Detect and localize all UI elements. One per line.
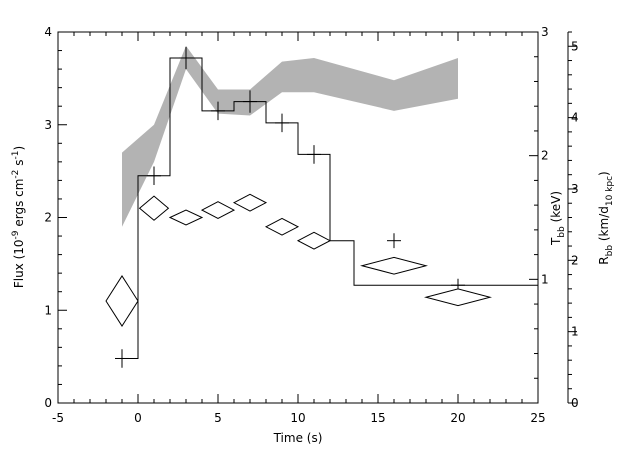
right-inner-tick-label: 3 <box>541 25 549 39</box>
flux-error-layer <box>115 46 465 368</box>
flux-histogram-layer <box>122 57 538 359</box>
x-tick-label: 20 <box>450 411 465 425</box>
temperature-diamond <box>296 231 332 250</box>
y-tick-label: 1 <box>44 303 52 317</box>
right-outer-tick-label: 4 <box>571 111 579 125</box>
x-tick-label: 0 <box>134 411 142 425</box>
x-tick-label: 10 <box>290 411 305 425</box>
x-tick-label: 5 <box>214 411 222 425</box>
temperature-diamond <box>424 288 492 307</box>
x-tick-label: 25 <box>530 411 545 425</box>
right-inner-tick-label: 1 <box>541 272 549 286</box>
temperature-diamond <box>168 209 204 226</box>
temperature-diamond <box>138 195 170 221</box>
temperature-diamond <box>200 201 236 219</box>
y-axis-title: Flux (10-9 ergs cm-2 s-1) <box>11 146 26 288</box>
temperature-diamond <box>232 193 268 212</box>
temperature-diamond <box>264 217 300 236</box>
right-outer-tick-label: 0 <box>571 396 579 410</box>
x-axis-title: Time (s) <box>273 431 323 445</box>
x-tick-label: 15 <box>370 411 385 425</box>
right-inner-tick-label: 2 <box>541 149 549 163</box>
x-tick-label: -5 <box>52 411 64 425</box>
right-outer-tick-label: 2 <box>571 253 579 267</box>
right-outer-tick-label: 3 <box>571 182 579 196</box>
right-inner-axis-title: Tbb (keV) <box>549 191 567 246</box>
temperature-diamond <box>105 275 139 327</box>
right-outer-tick-label: 5 <box>571 39 579 53</box>
right-outer-axis-title: Rbb (km/d10 kpc) <box>597 171 615 264</box>
y-tick-label: 4 <box>44 25 52 39</box>
radius-band-layer <box>122 45 458 227</box>
flux-histogram-line <box>122 57 538 359</box>
radius-band <box>122 45 458 227</box>
temperature-diamond <box>360 256 428 275</box>
y-tick-label: 3 <box>44 118 52 132</box>
temperature-diamond-layer <box>105 193 492 327</box>
right-outer-tick-label: 1 <box>571 325 579 339</box>
y-tick-label: 2 <box>44 211 52 225</box>
y-tick-label: 0 <box>44 396 52 410</box>
